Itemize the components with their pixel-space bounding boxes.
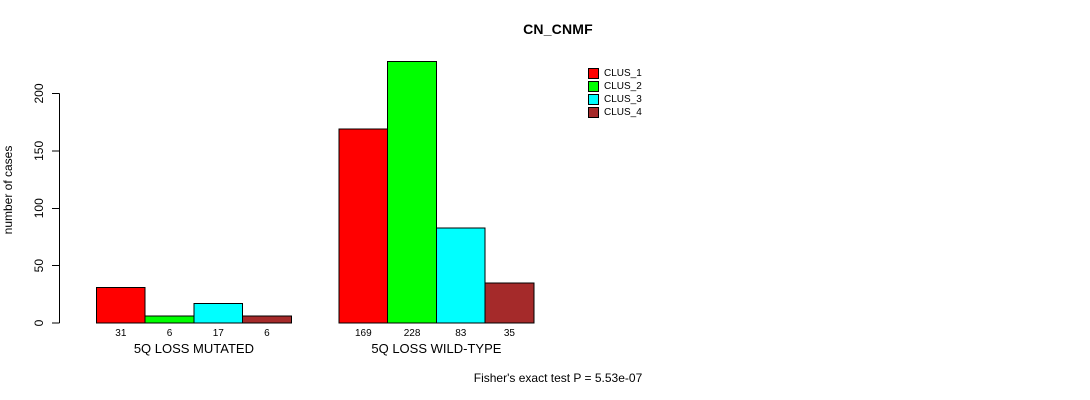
bar-value-label: 6 [264, 328, 270, 339]
bar-clus_2-group2 [387, 60, 437, 324]
fisher-test-annotation: Fisher's exact test P = 5.53e-07 [473, 371, 643, 385]
y-tick-label: 200 [32, 83, 46, 103]
legend: CLUS_1 CLUS_2 CLUS_3 CLUS_4 [588, 67, 642, 119]
group-label: 5Q LOSS WILD-TYPE [371, 341, 501, 356]
legend-item-clus_4: CLUS_4 [588, 106, 642, 119]
bar-clus_3-group2 [435, 227, 486, 324]
bar-clus_4-group1 [242, 315, 292, 324]
legend-item-clus_2: CLUS_2 [588, 80, 642, 93]
legend-label: CLUS_4 [604, 107, 642, 118]
legend-swatch-clus_3 [588, 94, 599, 105]
bar-value-label: 17 [213, 328, 225, 339]
bar-value-label: 31 [115, 328, 127, 339]
legend-label: CLUS_1 [604, 68, 642, 79]
y-tick-label: 150 [32, 141, 46, 161]
bar-value-label: 228 [404, 328, 421, 339]
bar-clus_2-group1 [144, 315, 195, 324]
y-tick-label: 50 [32, 259, 46, 273]
bar-clus_1-group2 [338, 128, 389, 324]
bar-value-label: 169 [355, 328, 372, 339]
y-tick-label: 100 [32, 198, 46, 218]
legend-item-clus_3: CLUS_3 [588, 93, 642, 106]
bar-value-label: 83 [455, 328, 467, 339]
group-label: 5Q LOSS MUTATED [134, 341, 254, 356]
bar-value-label: 35 [504, 328, 516, 339]
chart-title: CN_CNMF [523, 21, 593, 37]
legend-swatch-clus_4 [588, 107, 599, 118]
legend-item-clus_1: CLUS_1 [588, 67, 642, 80]
y-axis-title: number of cases [1, 146, 15, 235]
legend-swatch-clus_1 [588, 68, 599, 79]
bar-clus_1-group1 [96, 286, 146, 324]
legend-label: CLUS_3 [604, 94, 642, 105]
legend-swatch-clus_2 [588, 81, 599, 92]
y-tick-label: 0 [32, 319, 46, 326]
bar-clus_4-group2 [484, 282, 535, 324]
legend-label: CLUS_2 [604, 81, 642, 92]
bar-value-label: 6 [167, 328, 173, 339]
bar-clus_3-group1 [193, 302, 244, 324]
